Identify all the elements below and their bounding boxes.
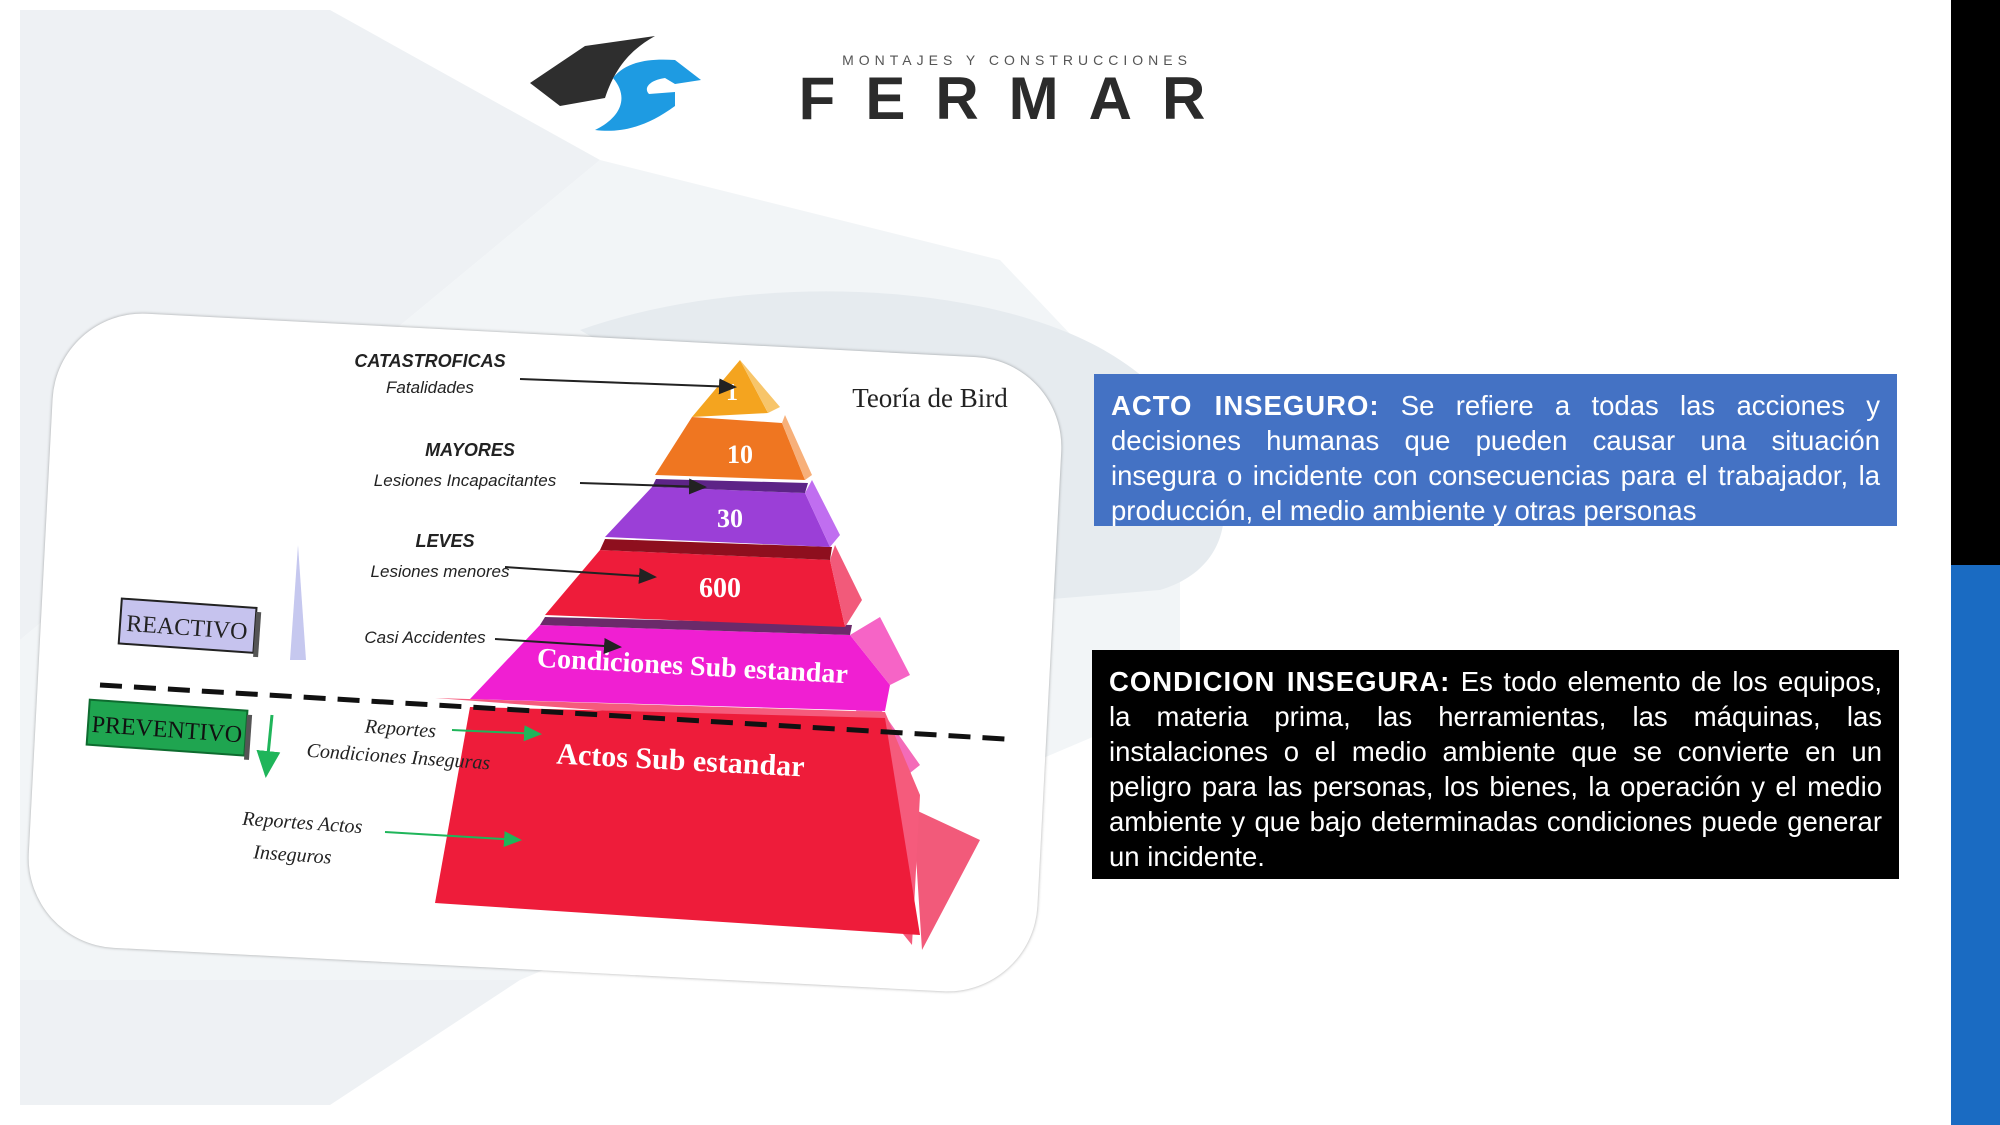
arrow-reportes-condiciones <box>451 725 542 742</box>
pyramid-title: Teoría de Bird <box>852 383 1008 413</box>
pyramid-level-600 <box>545 550 845 627</box>
condicion-insegura-title: CONDICION INSEGURA: <box>1109 666 1451 697</box>
logo-mark-icon <box>530 36 701 131</box>
arrow-catastroficas <box>519 378 737 395</box>
right-blue-bar <box>1951 565 2000 1125</box>
right-edge-strip <box>1936 0 1951 1125</box>
acto-inseguro-text: Se refiere a todas las acciones y decisi… <box>1111 390 1880 526</box>
pyramid-level-30 <box>605 487 830 547</box>
level-4-value: 600 <box>699 573 741 604</box>
acto-inseguro-title: ACTO INSEGURO: <box>1111 390 1380 421</box>
preventivo-arrow-icon <box>256 714 281 778</box>
label-casi-accidentes: Casi Accidentes <box>364 628 486 647</box>
condicion-insegura-box: CONDICION INSEGURA: Es todo elemento de … <box>1092 650 1899 879</box>
dashed-separator <box>99 682 1006 742</box>
pyramid-level-actos <box>435 707 920 935</box>
condicion-insegura-text: Es todo elemento de los equipos, la mate… <box>1109 666 1882 872</box>
label-leves: LEVES <box>415 531 474 551</box>
reactivo-box: REACTIVO <box>117 597 262 658</box>
level-2-value: 10 <box>727 440 753 469</box>
logo-subtitle: MONTAJES Y CONSTRUCCIONES <box>842 52 1192 68</box>
right-black-bar <box>1951 0 2000 565</box>
pyramid-level-condiciones <box>470 625 890 711</box>
arrow-leves <box>504 566 657 584</box>
arrow-mayores <box>579 478 707 495</box>
label-catastroficas: CATASTROFICAS <box>354 351 505 371</box>
label-mayores: MAYORES <box>425 440 515 460</box>
level-3-value: 30 <box>717 504 743 533</box>
label-fatalidades: Fatalidades <box>386 378 474 397</box>
pyramid-level-10 <box>655 417 805 480</box>
label-inseguros: Inseguros <box>252 841 333 868</box>
bird-pyramid-diagram: 1 10 30 600 Condiciones Sub estandar Act… <box>85 351 1008 950</box>
label-lesiones-menores: Lesiones menores <box>371 562 510 581</box>
company-logo: MONTAJES Y CONSTRUCCIONES FERMAR <box>525 28 1345 138</box>
level-1-value: 1 <box>726 380 738 406</box>
logo-name: FERMAR <box>798 65 1236 132</box>
arrow-casi-accidentes <box>494 637 622 654</box>
label-reportes-actos: Reportes Actos <box>241 808 364 838</box>
acto-inseguro-box: ACTO INSEGURO: Se refiere a todas las ac… <box>1094 374 1897 526</box>
label-reportes: Reportes <box>363 715 437 742</box>
preventivo-box: PREVENTIVO <box>85 698 253 760</box>
reactivo-arrow-icon <box>290 545 306 660</box>
label-lesiones-incapacitantes: Lesiones Incapacitantes <box>374 471 557 490</box>
arrow-reportes-actos <box>384 831 522 848</box>
